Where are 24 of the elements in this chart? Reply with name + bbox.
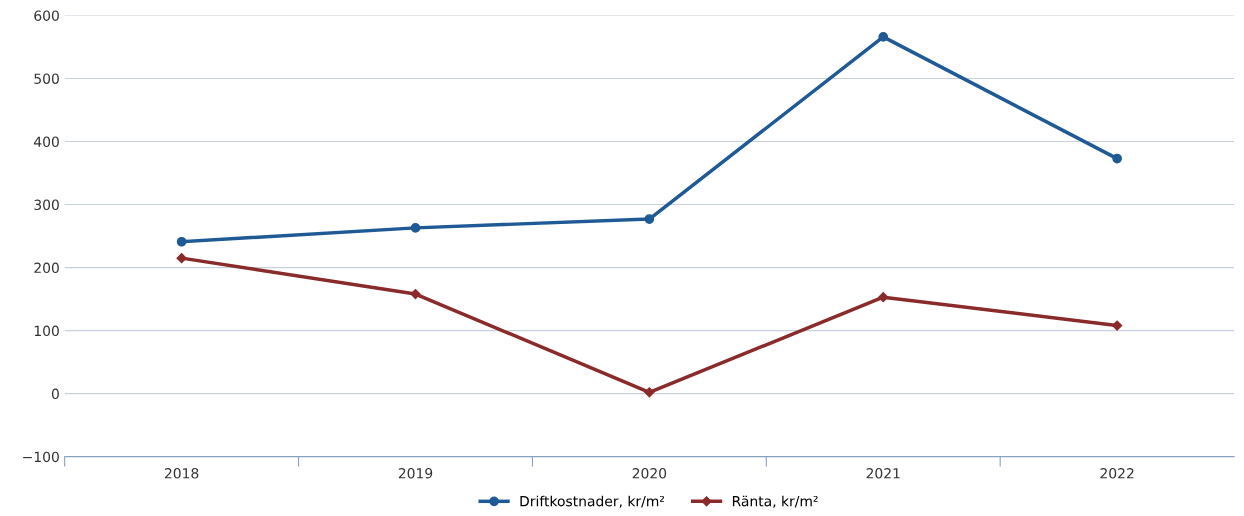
legend-label: Driftkostnader, kr/m² bbox=[520, 495, 665, 508]
y-tick-label: 200 bbox=[34, 262, 59, 274]
point bbox=[1111, 320, 1123, 331]
y-tick-label: 500 bbox=[34, 73, 59, 84]
legend-label: Ränta, kr/m² bbox=[732, 495, 818, 508]
x-tick-label: 2019 bbox=[398, 468, 433, 479]
x-tick-label: 2018 bbox=[164, 468, 199, 479]
point bbox=[644, 387, 655, 398]
point bbox=[644, 214, 655, 224]
y-tick-label: −100 bbox=[23, 451, 59, 463]
x-tick-label: 2020 bbox=[632, 468, 667, 479]
point bbox=[878, 292, 889, 303]
y-tick-label: 300 bbox=[34, 199, 59, 211]
point bbox=[410, 223, 421, 233]
point bbox=[1112, 153, 1122, 164]
x-tick-label: 2022 bbox=[1100, 468, 1134, 479]
x-tick-label: 2021 bbox=[866, 468, 900, 479]
y-tick-label: 0 bbox=[51, 388, 59, 400]
y-tick-label: 600 bbox=[34, 10, 59, 21]
point bbox=[176, 253, 187, 264]
y-tick-label: 100 bbox=[34, 325, 59, 337]
point bbox=[878, 32, 889, 42]
point bbox=[176, 236, 187, 247]
y-tick-label: 400 bbox=[34, 136, 59, 148]
